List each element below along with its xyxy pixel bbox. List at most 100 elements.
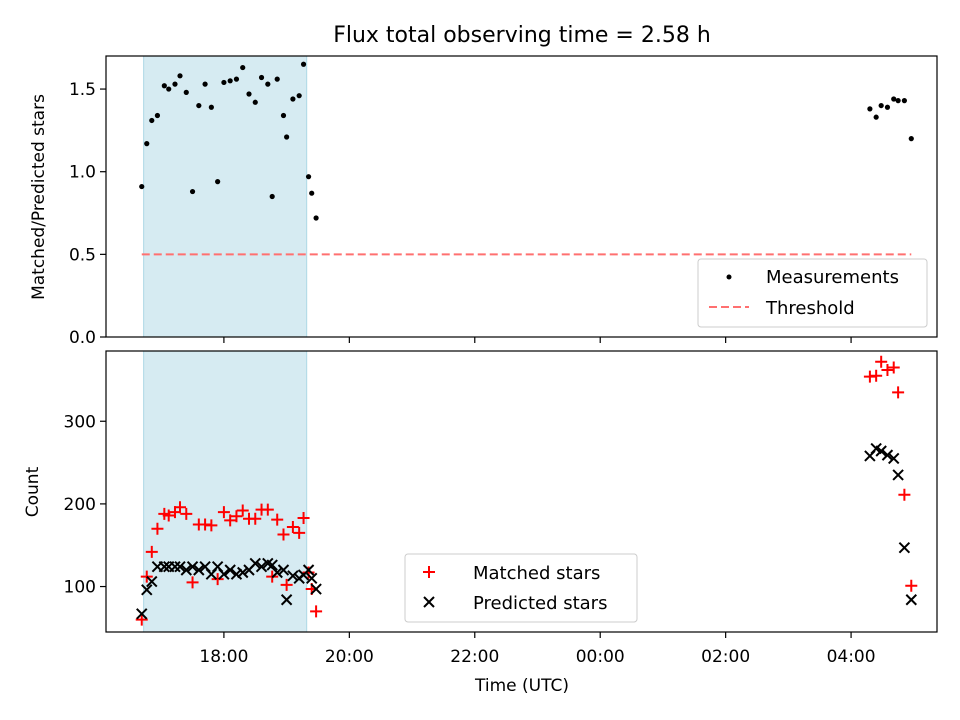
predicted-star-point xyxy=(237,566,249,579)
predicted-star-point xyxy=(271,566,283,579)
predicted-star-point xyxy=(146,575,158,588)
x-tick-label: 04:00 xyxy=(827,647,876,667)
count-y-ticks: 100 200 300 xyxy=(64,412,106,598)
measurement-point xyxy=(215,179,221,185)
measurement-point xyxy=(252,99,258,105)
matched-star-point xyxy=(249,512,262,525)
count-panel-frame xyxy=(105,350,938,633)
predicted-star-point xyxy=(898,541,911,554)
ratio-y-axis-label: Matched/Predicted stars xyxy=(29,94,49,300)
matched-star-point xyxy=(310,605,323,618)
matched-star-point xyxy=(892,386,905,399)
x-tick-label: 02:00 xyxy=(701,647,750,667)
matched-star-point xyxy=(224,514,237,527)
matched-star-point xyxy=(286,521,299,534)
measurement-point xyxy=(265,81,271,87)
measurement-point xyxy=(269,193,275,200)
measurement-point xyxy=(895,98,901,104)
measurement-point xyxy=(908,136,914,142)
measurement-point xyxy=(280,112,287,119)
matched-stars-points xyxy=(135,355,918,626)
measurement-point xyxy=(290,96,296,102)
matched-star-point xyxy=(870,369,883,382)
matched-star-point xyxy=(236,504,249,517)
measurement-point xyxy=(233,76,240,82)
count-legend: Matched stars Predicted stars xyxy=(404,553,638,623)
ratio-legend: Measurements Threshold xyxy=(697,258,928,328)
count-x-ticks: 18:00 20:00 22:00 00:00 02:00 04:00 xyxy=(199,632,876,667)
measurement-points xyxy=(139,61,914,221)
x-tick-label: 00:00 xyxy=(576,647,625,667)
predicted-star-point xyxy=(180,564,192,576)
measurement-point xyxy=(258,74,265,81)
predicted-star-point xyxy=(875,445,887,457)
measurement-point xyxy=(309,190,315,196)
measurement-point xyxy=(154,112,161,119)
predicted-star-point xyxy=(888,452,900,465)
predicted-star-point xyxy=(255,561,268,573)
predicted-star-point xyxy=(306,572,318,584)
matched-star-point xyxy=(151,522,164,535)
ratio-x-ticks xyxy=(223,337,852,343)
matched-star-point xyxy=(887,361,900,374)
predicted-star-point xyxy=(224,564,236,576)
measurement-point xyxy=(313,215,319,221)
measurement-point xyxy=(161,83,167,89)
legend-matched-marker xyxy=(423,566,435,578)
measurement-point xyxy=(891,96,897,102)
matched-star-point xyxy=(293,526,306,539)
measurement-point xyxy=(873,114,879,120)
matched-star-point xyxy=(205,519,218,532)
count-legend-box xyxy=(404,553,638,623)
x-tick-label: 18:00 xyxy=(199,647,248,667)
matched-star-point xyxy=(186,576,199,589)
y-tick-label: 1.0 xyxy=(69,163,96,183)
measurement-point xyxy=(196,102,202,109)
measurement-point xyxy=(166,86,172,92)
matched-star-point xyxy=(905,579,918,592)
measurement-point xyxy=(284,134,290,140)
measurement-point xyxy=(183,89,189,95)
legend-matched-label: Matched stars xyxy=(473,563,600,584)
measurement-point xyxy=(246,91,252,97)
matched-star-point xyxy=(174,501,187,514)
matched-star-point xyxy=(230,510,243,523)
measurement-point xyxy=(227,78,233,84)
matched-star-point xyxy=(881,364,894,377)
predicted-star-point xyxy=(249,557,261,570)
legend-threshold-label: Threshold xyxy=(765,298,855,319)
ratio-panel: 0.0 0.5 1.0 1.5 Matched/Predicted stars Mea… xyxy=(29,55,938,348)
measurement-point xyxy=(878,102,884,109)
predicted-stars-points xyxy=(136,442,917,620)
predicted-star-point xyxy=(310,583,322,595)
predicted-star-point xyxy=(277,564,290,576)
measurement-point xyxy=(177,73,183,79)
measurement-point xyxy=(274,76,280,82)
measurement-point xyxy=(202,81,208,87)
count-y-axis-label: Count xyxy=(23,466,43,517)
ratio-panel-frame xyxy=(105,55,938,338)
legend-measurement-marker xyxy=(726,274,732,280)
matched-star-point xyxy=(297,511,310,524)
y-tick-label: 0.0 xyxy=(69,328,96,348)
matched-star-point xyxy=(211,573,224,586)
measurement-point xyxy=(172,81,178,87)
measurement-point xyxy=(296,93,302,99)
predicted-star-point xyxy=(186,561,199,573)
predicted-star-point xyxy=(141,584,153,596)
predicted-star-point xyxy=(136,608,148,620)
predicted-star-point xyxy=(169,561,181,573)
predicted-star-point xyxy=(287,570,299,582)
ratio-legend-box xyxy=(697,258,928,328)
matched-star-point xyxy=(280,578,293,591)
legend-predicted-label: Predicted stars xyxy=(473,593,607,614)
x-tick-label: 22:00 xyxy=(450,647,499,667)
chart-title: Flux total observing time = 2.58 h xyxy=(333,23,711,48)
measurement-point xyxy=(867,106,873,112)
matched-star-point xyxy=(261,503,274,516)
legend-measurements-label: Measurements xyxy=(766,267,899,288)
measurement-point xyxy=(139,183,145,190)
measurement-point xyxy=(208,104,214,110)
measurement-point xyxy=(305,174,312,180)
